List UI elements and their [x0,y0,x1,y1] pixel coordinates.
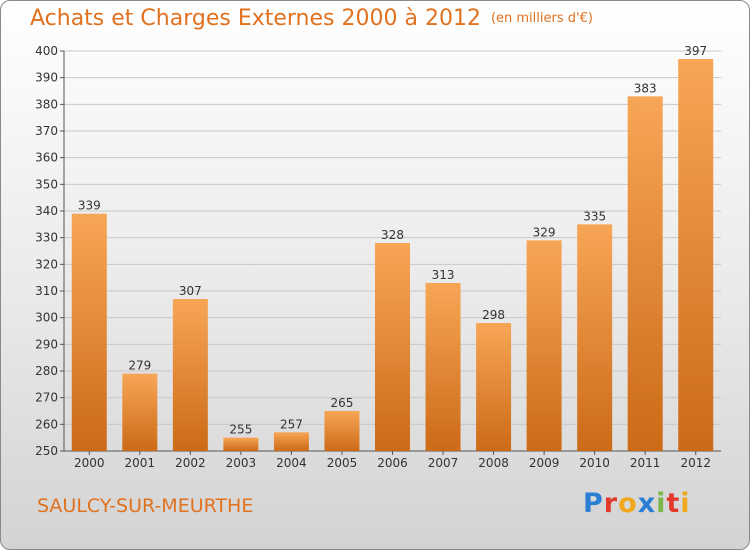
x-tick-label: 2009 [529,456,560,470]
x-tick-label: 2002 [175,456,206,470]
logo-letter: P [583,488,604,519]
data-label: 265 [331,396,354,410]
chart-title-unit: (en milliers d'€) [490,11,593,26]
data-label: 257 [280,417,303,431]
chart-title-text: Achats et Charges Externes 2000 à 2012 [30,6,481,31]
y-tick-label: 270 [35,391,58,405]
chart-title: Achats et Charges Externes 2000 à 2012 (e… [30,6,593,31]
x-tick-label: 2008 [478,456,509,470]
logo-letter: r [603,488,619,519]
x-tick-label: 2010 [579,456,610,470]
x-tick-label: 2003 [226,456,257,470]
x-tick-label: 2007 [428,456,459,470]
data-label: 313 [432,268,455,282]
data-label: 328 [381,228,404,242]
bar [273,432,309,451]
data-label: 279 [128,359,151,373]
data-label: 339 [78,199,101,213]
x-tick-label: 2004 [276,456,307,470]
x-tick-label: 2012 [680,456,711,470]
bar [678,59,714,451]
bar [223,437,259,451]
y-tick-label: 400 [35,44,58,58]
bar [476,323,512,451]
bar [172,299,208,451]
x-tick-label: 2005 [327,456,358,470]
logo-letter: i [680,488,691,519]
y-tick-label: 380 [35,97,58,111]
y-tick-label: 250 [35,444,58,458]
y-tick-label: 330 [35,231,58,245]
y-tick-label: 390 [35,71,58,85]
logo-letter: x [637,488,657,519]
y-tick-label: 320 [35,257,58,271]
y-tick-label: 300 [35,311,58,325]
bar [627,96,663,451]
x-tick-label: 2011 [630,456,661,470]
logo-letter: i [656,488,667,519]
data-label: 329 [533,225,556,239]
y-tick-label: 310 [35,284,58,298]
bar [425,283,461,451]
commune-name: SAULCY-SUR-MEURTHE [37,495,254,517]
x-tick-label: 2001 [125,456,156,470]
data-label: 335 [583,209,606,223]
proxiti-logo: Proxiti [583,488,691,519]
bar [324,411,360,451]
y-tick-label: 280 [35,364,58,378]
y-tick-label: 340 [35,204,58,218]
logo-letter: t [666,488,681,519]
logo-letter: o [618,488,638,519]
y-tick-label: 370 [35,124,58,138]
data-label: 397 [684,44,707,58]
y-tick-label: 290 [35,337,58,351]
bar [71,213,107,451]
bar [577,224,613,451]
x-tick-label: 2000 [74,456,105,470]
data-label: 298 [482,308,505,322]
data-label: 383 [634,81,657,95]
bar [526,240,562,451]
data-label: 307 [179,284,202,298]
y-tick-label: 360 [35,151,58,165]
y-tick-label: 350 [35,177,58,191]
bar [122,373,158,451]
bar [375,243,410,451]
x-tick-label: 2006 [377,456,408,470]
data-label: 255 [229,423,252,437]
y-tick-label: 260 [35,417,58,431]
